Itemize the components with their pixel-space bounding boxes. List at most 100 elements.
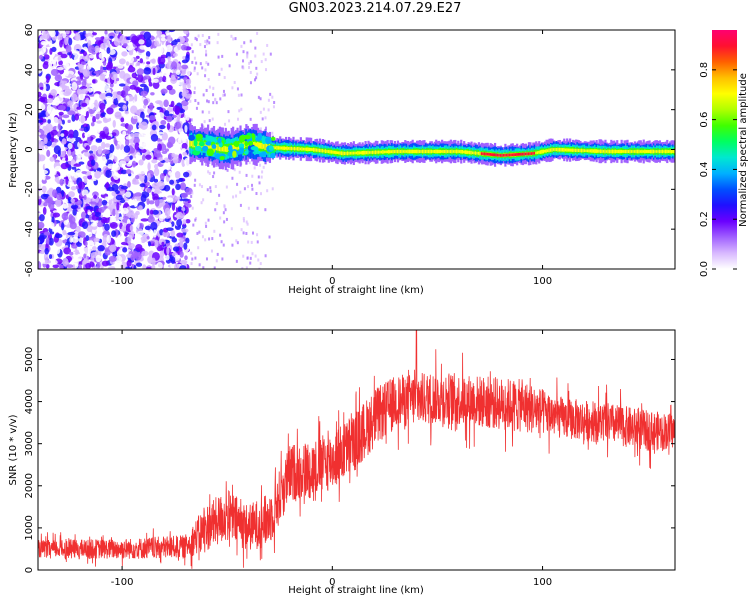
heatmap-cell	[170, 100, 175, 108]
heatmap-cell	[652, 149, 656, 154]
heatmap-cell	[222, 211, 225, 215]
heatmap-cell	[138, 159, 144, 166]
heatmap-cell	[152, 81, 160, 90]
heatmap-cell	[259, 110, 262, 114]
heatmap-cell	[214, 208, 217, 212]
heatmap-cell	[262, 52, 265, 56]
heatmap-cell	[116, 149, 123, 156]
heatmap-cell	[418, 149, 422, 154]
heatmap-cell	[91, 246, 97, 251]
heatmap-cell	[239, 203, 242, 207]
heatmap-cell	[304, 147, 307, 151]
heatmap-cell	[216, 41, 219, 45]
heatmap-cell	[360, 151, 363, 155]
heatmap-cell	[51, 169, 57, 176]
heatmap-cell	[251, 174, 254, 178]
heatmap-cell	[95, 59, 102, 68]
heatmap-cell	[393, 150, 397, 154]
heatmap-cell	[181, 192, 189, 199]
heatmap-cell	[176, 219, 183, 227]
heatmap-cell	[160, 88, 168, 94]
heatmap-cell	[280, 146, 283, 150]
heatmap-cell	[227, 110, 230, 114]
heatmap-cell	[71, 61, 75, 70]
heatmap-cell	[488, 152, 491, 156]
heatmap-cell	[582, 149, 585, 153]
heatmap-cell	[244, 140, 249, 147]
heatmap-cell	[85, 214, 90, 219]
heatmap-cell	[71, 114, 76, 122]
heatmap-cell	[499, 154, 503, 157]
heatmap-cell	[176, 79, 180, 88]
heatmap-cell	[201, 185, 204, 189]
heatmap-cell	[170, 229, 176, 237]
heatmap-cell	[201, 235, 204, 239]
heatmap-cell	[205, 162, 208, 166]
heatmap-cell	[601, 149, 604, 154]
heatmap-cell	[574, 148, 578, 153]
heatmap-cell	[507, 153, 510, 157]
heatmap-cell	[336, 151, 339, 155]
heatmap-cell	[47, 119, 51, 124]
heatmap-cell	[223, 145, 226, 152]
heatmap-cell	[238, 143, 245, 150]
heatmap-cell	[207, 78, 210, 82]
heatmap-cell	[151, 124, 157, 131]
heatmap-cell	[495, 153, 498, 157]
heatmap-cell	[476, 151, 479, 155]
heatmap-cell	[633, 150, 636, 153]
heatmap-cell	[255, 66, 258, 70]
heatmap-cell	[96, 51, 100, 60]
heatmap-cell	[235, 194, 238, 198]
heatmap-cell	[244, 150, 249, 155]
heatmap-cell	[114, 156, 118, 163]
heatmap-cell	[82, 68, 90, 77]
y-tick-label: 0	[24, 567, 35, 573]
heatmap-cell	[83, 194, 87, 200]
heatmap-cell	[254, 254, 257, 258]
heatmap-cell	[135, 210, 140, 216]
heatmap-cell	[245, 173, 248, 177]
heatmap-cell	[159, 221, 166, 228]
heatmap-cell	[592, 149, 595, 153]
heatmap-cell	[156, 131, 164, 135]
heatmap-cell	[151, 182, 160, 190]
heatmap-cell	[458, 150, 461, 153]
heatmap-cell	[566, 148, 569, 152]
heatmap-cell	[535, 151, 538, 155]
heatmap-cell	[151, 159, 158, 164]
heatmap-cell	[42, 125, 47, 131]
heatmap-cell	[282, 146, 285, 150]
heatmap-cell	[81, 132, 86, 139]
heatmap-cell	[585, 149, 588, 152]
heatmap-cell	[430, 149, 433, 154]
heatmap-cell	[194, 36, 197, 40]
heatmap-cell	[57, 149, 61, 157]
heatmap-cell	[198, 141, 205, 147]
heatmap-cell	[262, 165, 265, 169]
heatmap-cell	[135, 152, 141, 159]
heatmap-cell	[218, 193, 221, 197]
heatmap-cell	[129, 212, 136, 219]
heatmap-cell	[396, 149, 400, 154]
heatmap-cell	[323, 149, 326, 153]
heatmap-cell	[207, 142, 210, 149]
heatmap-cell	[134, 192, 142, 197]
heatmap-cell	[141, 191, 150, 199]
heatmap-cell	[273, 100, 276, 104]
heatmap-cell	[573, 148, 576, 152]
heatmap-cell	[137, 124, 144, 129]
heatmap-cell	[151, 209, 159, 215]
heatmap-cell	[65, 44, 72, 54]
heatmap-cell	[136, 99, 141, 108]
heatmap-cell	[111, 230, 117, 237]
heatmap-cell	[357, 151, 360, 155]
heatmap-cell	[182, 219, 187, 225]
heatmap-cell	[61, 98, 70, 103]
heatmap-cell	[251, 187, 254, 191]
heatmap-cell	[90, 159, 96, 166]
heatmap-cell	[201, 145, 209, 152]
heatmap-cell	[127, 66, 136, 73]
heatmap-cell	[71, 93, 78, 103]
heatmap-cell	[144, 225, 151, 231]
